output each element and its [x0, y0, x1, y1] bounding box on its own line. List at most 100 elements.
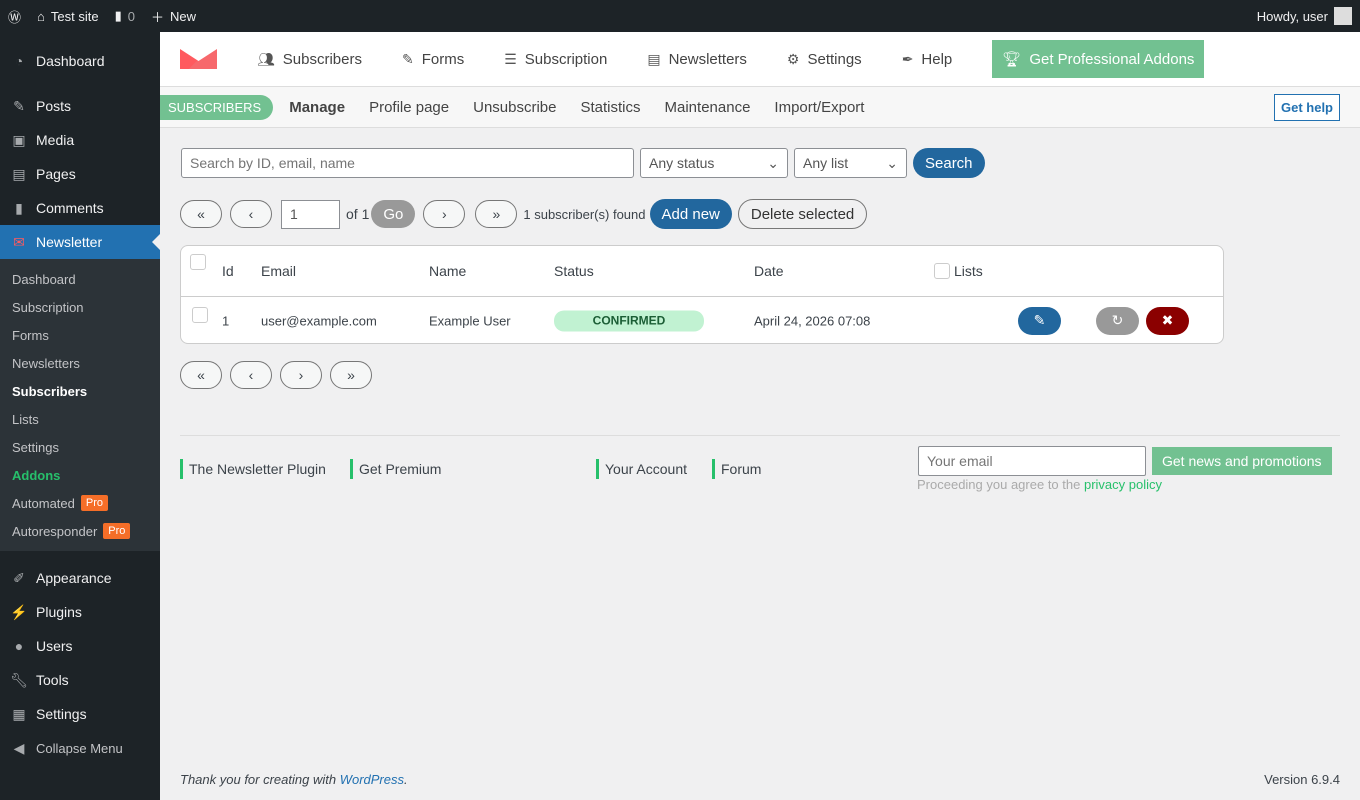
list-icon: ☰	[504, 50, 517, 67]
wordpress-link[interactable]: WordPress	[339, 772, 404, 787]
section-badge: SUBSCRIBERS	[160, 94, 274, 120]
comment-icon: ▮	[114, 8, 122, 23]
first-page-button[interactable]: «	[180, 361, 222, 389]
header-name[interactable]: Name	[429, 263, 467, 279]
media-icon: ▣	[12, 131, 26, 148]
get-help-button[interactable]: Get help	[1273, 93, 1340, 121]
dashboard-icon: ◔	[14, 53, 24, 69]
trophy-icon: 🏆︎	[1002, 51, 1022, 68]
menu-pages[interactable]: ▤ Pages	[0, 157, 160, 191]
prev-page-button[interactable]: ‹	[230, 361, 272, 389]
footer-link-premium[interactable]: Get Premium	[350, 459, 441, 479]
header-status[interactable]: Status	[554, 263, 594, 279]
submenu-autoresponder[interactable]: Autoresponder Pro	[0, 517, 160, 545]
menu-users[interactable]: ● Users	[0, 629, 160, 663]
list-select[interactable]: Any list ⌄	[794, 148, 907, 178]
submenu-addons[interactable]: Addons	[12, 467, 61, 483]
submenu-subscribers[interactable]: Subscribers	[12, 383, 88, 399]
nav-forms[interactable]: ✎ Forms	[401, 50, 465, 68]
edit-button[interactable]: ✎	[1018, 306, 1061, 335]
next-page-button[interactable]: ›	[423, 200, 466, 228]
gear-icon: ⚙	[786, 50, 800, 67]
footer-link-account[interactable]: Your Account	[596, 459, 687, 479]
subscribers-table: Id Email Name Status Date Lists 1 user@e…	[180, 245, 1224, 344]
submenu-settings[interactable]: Settings	[12, 439, 59, 455]
chevron-down-icon: ⌄	[767, 154, 779, 171]
nav-subscription[interactable]: ☰ Subscription	[504, 50, 608, 68]
wp-footer: Thank you for creating with WordPress. V…	[180, 772, 1340, 787]
table-row: 1 user@example.com Example User CONFIRME…	[181, 297, 1223, 344]
add-new-button[interactable]: Add new	[649, 199, 732, 229]
submenu-forms[interactable]: Forms	[12, 327, 49, 343]
avatar	[1334, 7, 1352, 25]
header-lists[interactable]: Lists	[934, 263, 983, 279]
next-page-button[interactable]: ›	[280, 361, 322, 389]
submenu-lists[interactable]: Lists	[12, 411, 39, 427]
menu-dashboard[interactable]: ◔ Dashboard	[0, 44, 160, 78]
newsletter-logo-icon[interactable]	[180, 49, 217, 69]
pro-badge: Pro	[80, 495, 108, 511]
menu-posts[interactable]: ✎ Posts	[0, 89, 160, 123]
status-select[interactable]: Any status ⌄	[640, 148, 788, 178]
delete-selected-button[interactable]: Delete selected	[737, 199, 868, 229]
row-checkbox[interactable]	[192, 307, 208, 323]
redo-icon: ↻	[1111, 312, 1124, 328]
menu-comments[interactable]: ▮ Comments	[0, 191, 160, 225]
nav-subscribers[interactable]: 👥︎ Subscribers	[257, 50, 362, 68]
comments-link[interactable]: ▮ 0	[114, 8, 135, 24]
plugin-icon: ⚡	[10, 603, 28, 620]
site-link[interactable]: ⌂ Test site	[37, 8, 99, 24]
last-page-button[interactable]: »	[475, 200, 518, 228]
nav-settings[interactable]: ⚙ Settings	[786, 50, 862, 68]
last-page-button[interactable]: »	[330, 361, 372, 389]
menu-tools[interactable]: 🔧︎ Tools	[10, 671, 69, 689]
newsletter-email-input[interactable]	[918, 446, 1146, 476]
select-all-checkbox[interactable]	[190, 254, 206, 270]
tab-unsubscribe[interactable]: Unsubscribe	[473, 98, 557, 116]
table-header: Id Email Name Status Date Lists	[181, 246, 1223, 297]
prev-page-button[interactable]: ‹	[230, 200, 272, 228]
first-page-button[interactable]: «	[180, 200, 222, 228]
new-link[interactable]: ＋ New	[150, 8, 196, 25]
account-menu[interactable]: Howdy, user	[1257, 7, 1360, 25]
lists-checkbox[interactable]	[934, 263, 950, 279]
newspaper-icon: ▤	[647, 50, 661, 67]
resend-button[interactable]: ↻	[1096, 306, 1139, 335]
header-email[interactable]: Email	[261, 263, 297, 279]
header-date[interactable]: Date	[754, 263, 784, 279]
menu-plugins[interactable]: ⚡ Plugins	[10, 603, 82, 621]
submenu-automated[interactable]: Automated Pro	[0, 489, 160, 517]
submenu-dashboard[interactable]: Dashboard	[12, 271, 76, 287]
footer-link-forum[interactable]: Forum	[712, 459, 761, 479]
menu-appearance[interactable]: ✐ Appearance	[0, 561, 160, 595]
nav-newsletters[interactable]: ▤ Newsletters	[647, 50, 747, 68]
get-news-button[interactable]: Get news and promotions	[1152, 447, 1332, 475]
privacy-policy-link[interactable]: privacy policy	[1083, 477, 1162, 492]
menu-media[interactable]: ▣ Media	[0, 123, 160, 157]
footer-link-plugin[interactable]: The Newsletter Plugin	[180, 459, 326, 479]
plugin-footer: The Newsletter Plugin Get Premium Your A…	[180, 435, 1340, 479]
header-id[interactable]: Id	[222, 263, 234, 279]
status-badge: CONFIRMED	[554, 310, 704, 331]
tab-import-export[interactable]: Import/Export	[774, 98, 865, 116]
search-button[interactable]: Search	[913, 148, 985, 178]
menu-newsletter[interactable]: ✉ Newsletter	[0, 225, 160, 259]
page-number-input[interactable]	[281, 199, 340, 229]
delete-button[interactable]: ✖	[1146, 306, 1189, 335]
search-input[interactable]	[181, 148, 634, 178]
tab-maintenance[interactable]: Maintenance	[664, 98, 751, 116]
submenu-subscription[interactable]: Subscription	[12, 299, 84, 315]
collapse-menu[interactable]: ◀ Collapse Menu	[0, 731, 160, 765]
tab-profile-page[interactable]: Profile page	[369, 98, 450, 116]
wrench-icon: 🔧︎	[10, 671, 28, 688]
admin-bar: Ⓦ ⌂ Test site ▮ 0 ＋ New Howdy, user	[0, 0, 1360, 32]
submenu-newsletters[interactable]: Newsletters	[12, 355, 80, 371]
go-button[interactable]: Go	[371, 200, 416, 228]
get-pro-addons-button[interactable]: 🏆︎ Get Professional Addons	[992, 40, 1205, 78]
wordpress-logo-icon[interactable]: Ⓦ	[8, 9, 22, 25]
menu-settings[interactable]: ▦ Settings	[0, 697, 160, 731]
nav-help[interactable]: ✒ Help	[901, 50, 953, 68]
version: Version 6.9.4	[1264, 772, 1340, 787]
tab-manage[interactable]: Manage	[289, 98, 346, 116]
tab-statistics[interactable]: Statistics	[580, 98, 641, 116]
